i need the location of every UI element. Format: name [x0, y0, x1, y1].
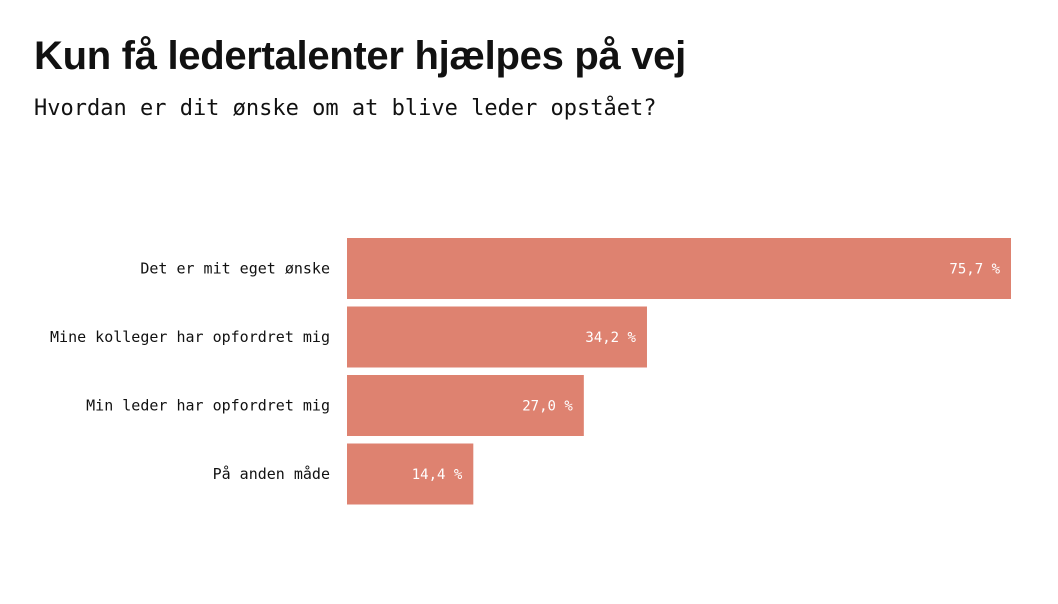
value-label: 34,2 % [585, 330, 636, 346]
value-label: 27,0 % [522, 399, 573, 415]
category-label: Min leder har opfordret mig [86, 397, 330, 415]
chart-title: Kun få ledertalenter hjælpes på vej [34, 34, 686, 78]
bar [347, 238, 1011, 299]
bar [347, 443, 474, 505]
chart-subtitle: Hvordan er dit ønske om at blive leder o… [34, 96, 657, 121]
bar [347, 375, 584, 436]
category-label: Det er mit eget ønske [140, 260, 330, 278]
category-label: Mine kolleger har opfordret mig [50, 328, 330, 346]
category-label: På anden måde [213, 465, 330, 483]
value-label: 14,4 % [412, 467, 463, 483]
value-label: 75,7 % [949, 262, 1000, 278]
bar [347, 306, 647, 368]
